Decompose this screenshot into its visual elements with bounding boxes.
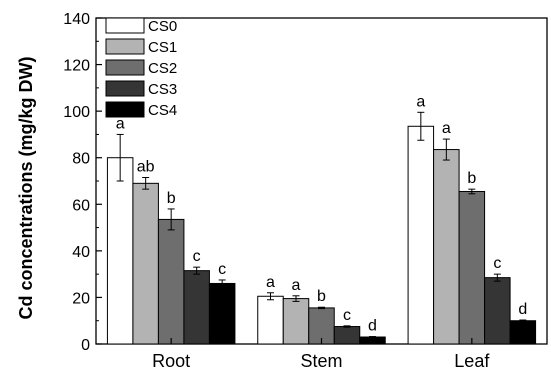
x-tick-label: Stem bbox=[300, 351, 342, 371]
bar bbox=[209, 283, 235, 344]
significance-letter: d bbox=[368, 318, 377, 335]
y-tick-label: 120 bbox=[63, 58, 90, 75]
legend-swatch bbox=[106, 18, 144, 33]
bar bbox=[510, 321, 536, 344]
significance-letter: d bbox=[518, 301, 527, 318]
legend-label: CS4 bbox=[148, 102, 177, 119]
x-tick-label: Root bbox=[152, 351, 190, 371]
y-tick-label: 100 bbox=[63, 104, 90, 121]
significance-letter: a bbox=[116, 115, 125, 132]
bar bbox=[434, 150, 460, 344]
bar bbox=[133, 183, 159, 344]
significance-letter: c bbox=[193, 248, 201, 265]
y-tick-label: 0 bbox=[81, 337, 90, 354]
significance-letter: b bbox=[317, 288, 326, 305]
legend-item: CS2 bbox=[106, 60, 177, 77]
significance-letter: b bbox=[467, 170, 476, 187]
bar bbox=[283, 299, 309, 344]
bar bbox=[485, 278, 511, 344]
legend-label: CS1 bbox=[148, 39, 177, 56]
significance-letter: a bbox=[292, 277, 301, 294]
legend-label: CS0 bbox=[148, 18, 177, 35]
bar bbox=[360, 337, 386, 344]
significance-letter: c bbox=[343, 307, 351, 324]
significance-letter: ab bbox=[137, 159, 155, 176]
legend-label: CS2 bbox=[148, 60, 177, 77]
bar bbox=[258, 296, 284, 344]
bar bbox=[459, 191, 485, 344]
x-tick-label: Leaf bbox=[454, 351, 490, 371]
bar bbox=[107, 158, 132, 344]
legend-item: CS0 bbox=[106, 18, 177, 35]
error-bar bbox=[369, 337, 376, 338]
y-tick-label: 20 bbox=[72, 290, 90, 307]
significance-letter: b bbox=[167, 190, 176, 207]
significance-letter: c bbox=[493, 255, 501, 272]
y-tick-label: 80 bbox=[72, 151, 90, 168]
bar bbox=[408, 126, 434, 344]
y-axis-label: Cd concentrations (mg/kg DW) bbox=[16, 56, 36, 319]
legend-item: CS3 bbox=[106, 81, 177, 98]
legend-swatch bbox=[106, 81, 144, 96]
legend-swatch bbox=[106, 60, 144, 75]
legend-swatch bbox=[106, 39, 144, 54]
legend-item: CS4 bbox=[106, 102, 177, 119]
bar bbox=[158, 219, 184, 344]
y-tick-label: 60 bbox=[72, 197, 90, 214]
significance-letter: c bbox=[218, 261, 226, 278]
significance-letter: a bbox=[442, 120, 451, 137]
y-tick-label: 40 bbox=[72, 244, 90, 261]
legend: CS0 CS1 CS2 CS3 CS4 bbox=[106, 18, 177, 119]
significance-letter: a bbox=[266, 274, 275, 291]
significance-letter: a bbox=[416, 93, 425, 110]
y-tick-label: 140 bbox=[63, 11, 90, 28]
legend-swatch bbox=[106, 102, 144, 117]
bar bbox=[334, 327, 360, 344]
legend-label: CS3 bbox=[148, 81, 177, 98]
bar bbox=[184, 271, 210, 344]
legend-item: CS1 bbox=[106, 39, 177, 56]
